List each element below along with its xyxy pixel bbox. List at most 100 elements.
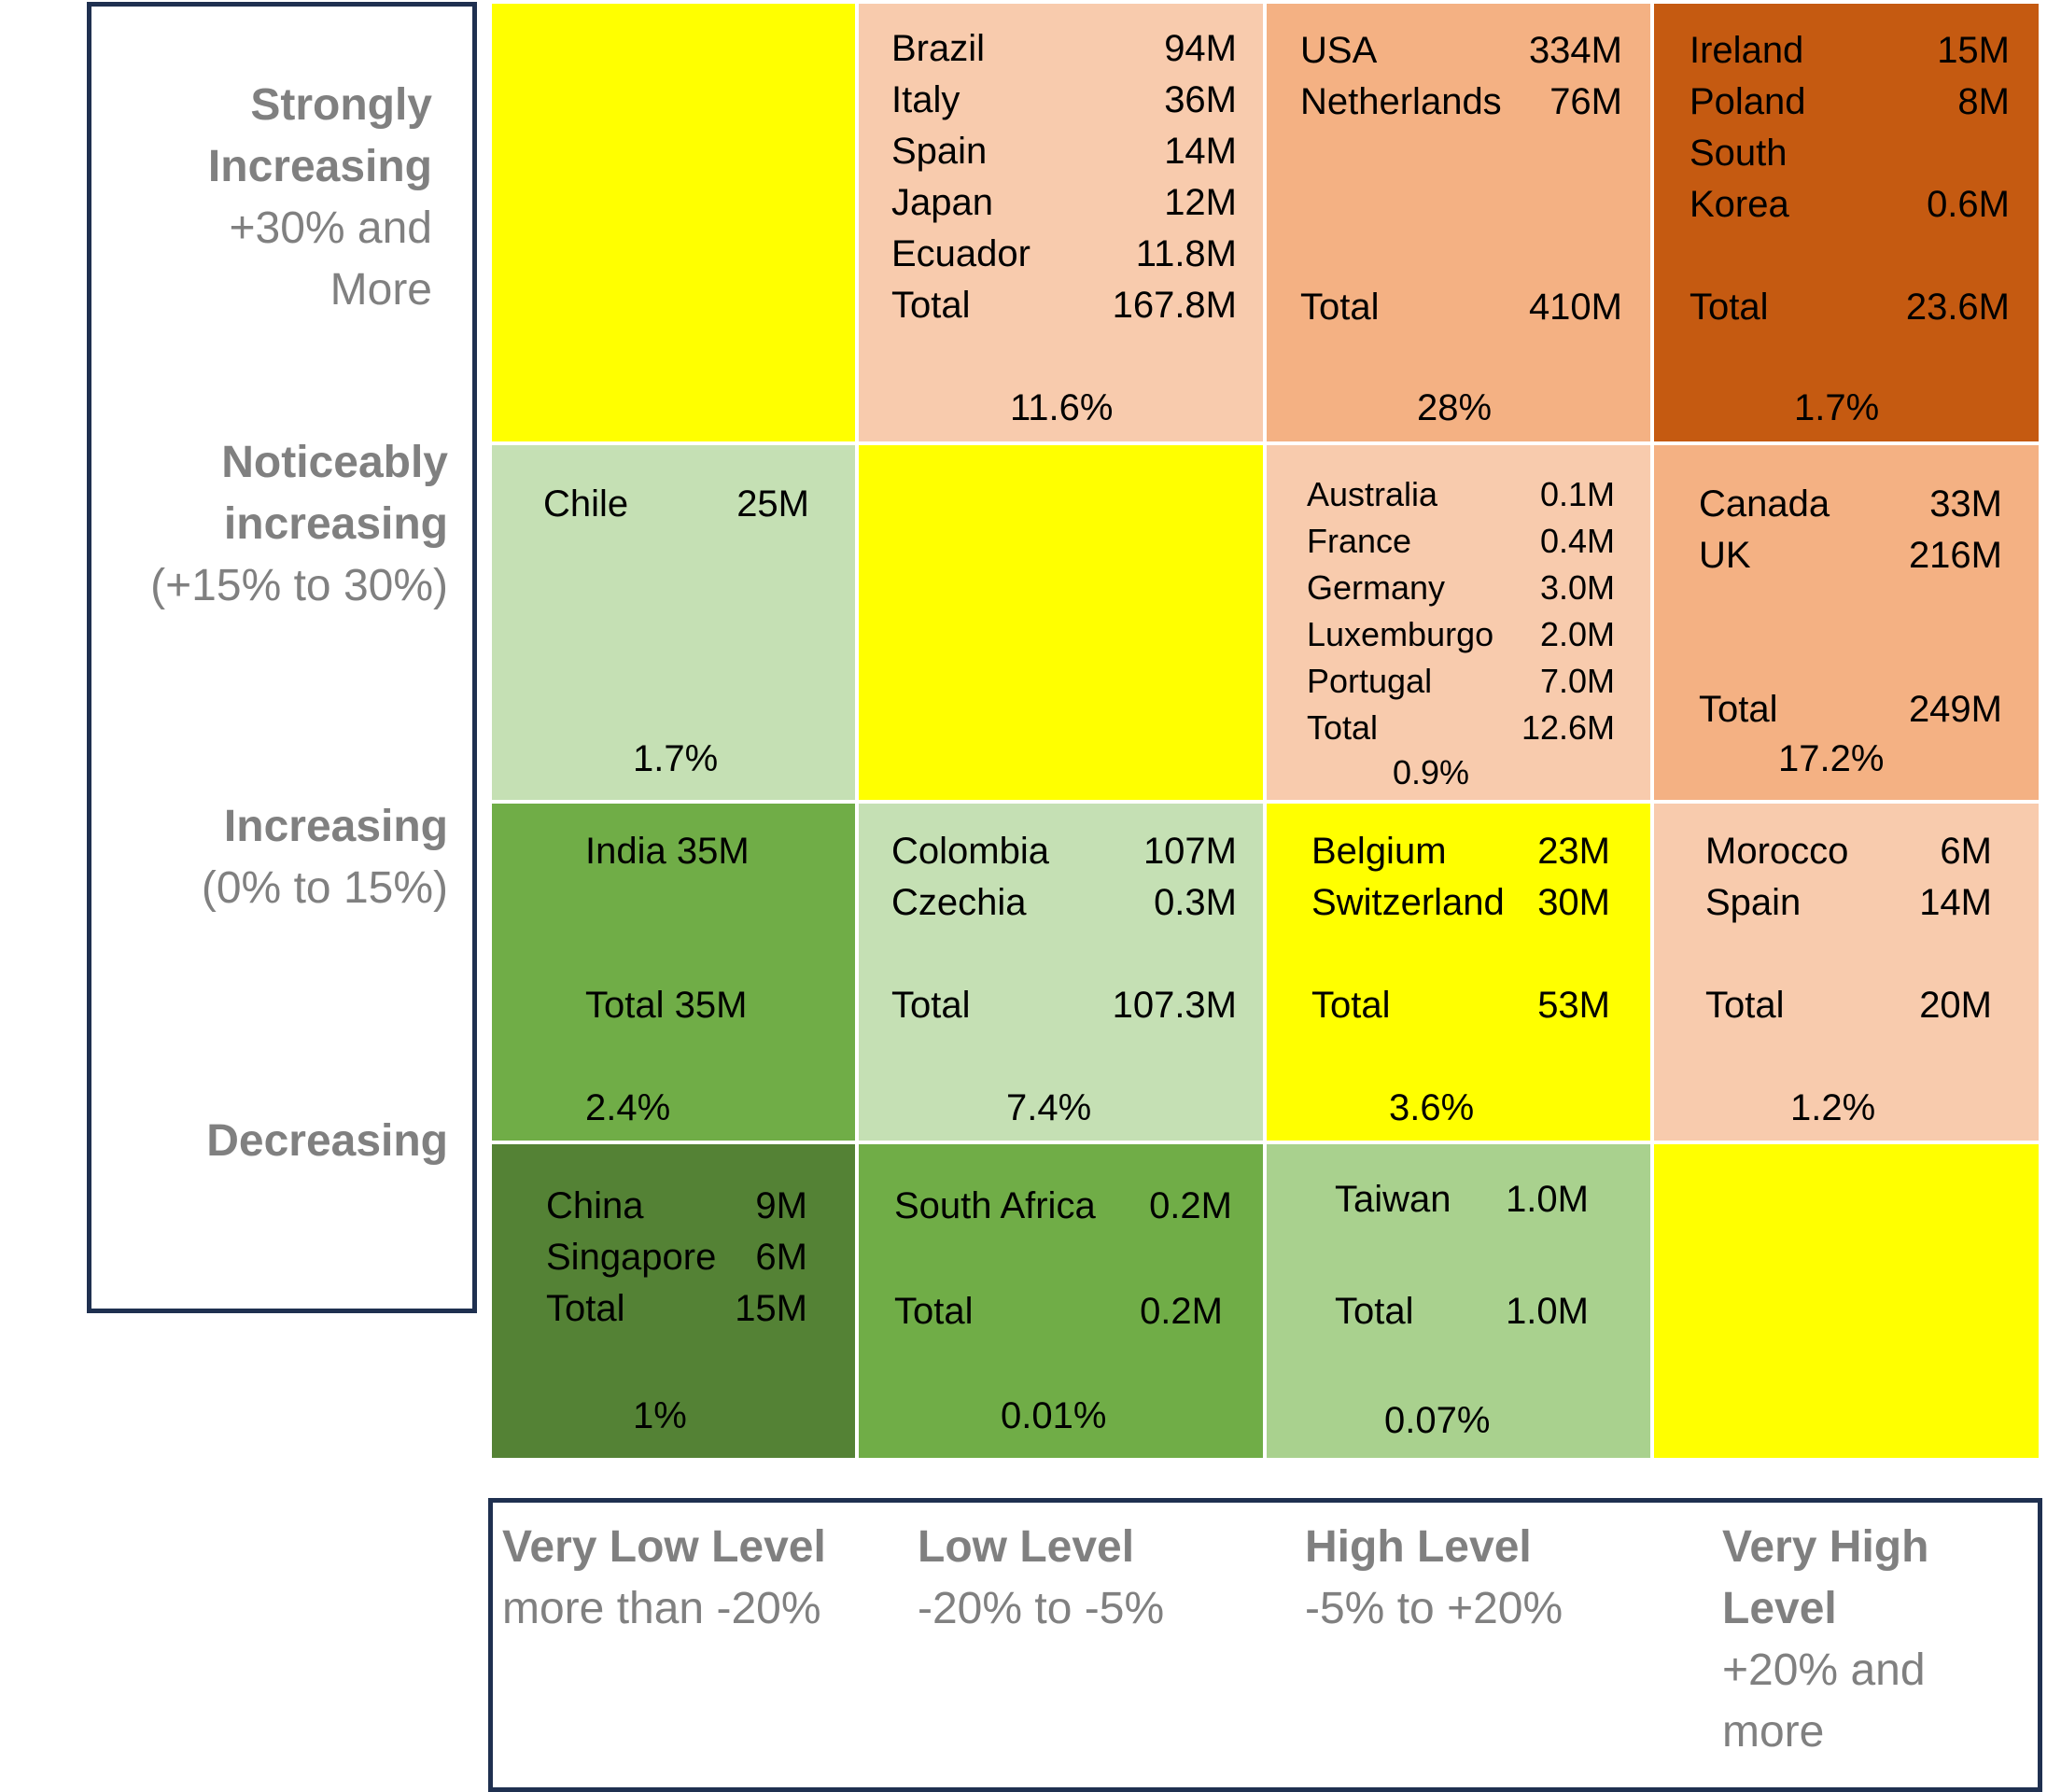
- row-label-strongly-increasing: Strongly Increasing +30% and More: [152, 75, 432, 321]
- total-label: Total: [1311, 985, 1391, 1026]
- row-label-noticeably-increasing: Noticeably increasing (+15% to 30%): [75, 432, 448, 617]
- country-list: Morocco 6M Spain 14M: [1705, 826, 1992, 929]
- country-entry: Spain 14M: [891, 126, 1237, 177]
- total-label: Total: [1689, 287, 1769, 328]
- country-name: Netherlands: [1300, 81, 1502, 122]
- total-value: 23.6M: [1905, 287, 2010, 328]
- country-entry: Total 12.6M: [1307, 705, 1615, 751]
- country-entry: Korea 0.6M: [1689, 179, 2010, 231]
- cell-percentage: 7.4%: [1006, 1087, 1092, 1128]
- country-list: Taiwan 1.0M: [1335, 1174, 1589, 1225]
- country-name: Ireland: [1689, 30, 1804, 71]
- column-label-subtitle: -20% to -5%: [918, 1584, 1165, 1633]
- matrix-cell-increasing-high: [1267, 804, 1650, 1141]
- total-value: 0.2M: [1140, 1291, 1223, 1332]
- country-entry: Spain 14M: [1705, 877, 1992, 929]
- total-label: Total: [891, 285, 971, 326]
- country-list: China 9M Singapore 6M Total 15M: [546, 1181, 807, 1335]
- country-entry: South Africa 0.2M: [894, 1181, 1232, 1232]
- cell-total: Total 249M: [1699, 684, 2002, 735]
- country-name: South: [1689, 133, 1788, 174]
- country-entry: Ecuador 11.8M: [891, 229, 1237, 280]
- country-name: Japan: [891, 182, 993, 223]
- column-label-title: Very Low Level: [502, 1522, 826, 1572]
- cell-percentage: 2.4%: [585, 1087, 671, 1128]
- matrix-cell-strongly-increasing-very-high: [1654, 4, 2039, 441]
- row-label-title: Strongly Increasing: [207, 80, 432, 191]
- column-label-low: Low Level -20% to -5%: [918, 1517, 1235, 1640]
- matrix-cell-decreasing-very-high: [1654, 1144, 2039, 1458]
- column-label-title: High Level: [1305, 1522, 1532, 1572]
- country-name: USA: [1300, 30, 1378, 71]
- country-entry: Czechia 0.3M: [891, 877, 1237, 929]
- country-name: Chile: [543, 483, 629, 525]
- country-list: Australia 0.1M France 0.4M Germany 3.0M Luxemb…: [1307, 471, 1615, 751]
- country-entry: Luxemburgo 2.0M: [1307, 611, 1615, 658]
- total-value: 167.8M: [1112, 285, 1237, 326]
- row-label-subtitle: (0% to 15%): [201, 863, 448, 913]
- cell-total: Total 23.6M: [1689, 282, 2010, 333]
- country-name: Portugal: [1307, 662, 1433, 700]
- country-value: 107M: [1143, 831, 1237, 872]
- country-value: 0.3M: [1154, 882, 1237, 923]
- country-value: 36M: [1164, 79, 1237, 120]
- country-list: Canada 33M UK 216M: [1699, 479, 2002, 581]
- country-list: USA 334M Netherlands 76M: [1300, 25, 1622, 128]
- row-label-decreasing: Decreasing: [75, 1111, 448, 1172]
- country-value: 33M: [1929, 483, 2002, 525]
- country-name: Taiwan: [1335, 1179, 1451, 1220]
- cell-percentage: 1.2%: [1790, 1087, 1876, 1128]
- cell-percentage: 28%: [1417, 387, 1493, 428]
- country-entry: Netherlands 76M: [1300, 77, 1622, 128]
- column-label-high: High Level -5% to +20%: [1305, 1517, 1622, 1640]
- country-entry: Chile 25M: [543, 479, 809, 530]
- cell-total: Total 107.3M: [891, 980, 1237, 1031]
- country-entry: Colombia 107M: [891, 826, 1237, 877]
- cell-total: Total 1.0M: [1335, 1286, 1589, 1337]
- row-legend-box: [87, 2, 477, 1313]
- country-value: 3.0M: [1539, 568, 1615, 607]
- cell-percentage: 17.2%: [1778, 738, 1885, 779]
- cell-percentage: 3.6%: [1389, 1087, 1475, 1128]
- country-value: 11.8M: [1135, 233, 1237, 274]
- country-name: Total: [1307, 708, 1379, 747]
- column-label-title: Very High Level: [1722, 1522, 1929, 1633]
- matrix-cell-noticeably-increasing-high: [1267, 445, 1650, 800]
- cell-percentage: 0.01%: [1001, 1395, 1107, 1436]
- country-name: UK: [1699, 535, 1751, 576]
- total-label: Total: [1300, 287, 1380, 328]
- cell-percentage: 1.7%: [1794, 387, 1880, 428]
- country-value: 1.0M: [1506, 1179, 1589, 1220]
- column-label-subtitle: more than -20%: [502, 1584, 821, 1633]
- country-value: 76M: [1549, 81, 1622, 122]
- row-label-title: Noticeably increasing: [221, 438, 448, 549]
- cell-total: Total 167.8M: [891, 280, 1237, 331]
- country-value: 15M: [735, 1288, 807, 1329]
- country-value: 0.4M: [1539, 522, 1615, 560]
- country-entry: Ireland 15M: [1689, 25, 2010, 77]
- country-name: Morocco: [1705, 831, 1849, 872]
- country-value: 6M: [755, 1237, 807, 1278]
- country-entry: Switzerland 30M: [1311, 877, 1610, 929]
- country-entry: Germany 3.0M: [1307, 565, 1615, 611]
- country-value: 94M: [1164, 28, 1237, 69]
- total-label: Total: [1699, 689, 1778, 730]
- matrix-cell-increasing-very-low: [492, 804, 855, 1141]
- country-list: Ireland 15M Poland 8M South Korea 0.6M: [1689, 25, 2010, 231]
- country-entry: Italy 36M: [891, 75, 1237, 126]
- country-value: 25M: [736, 483, 809, 525]
- total-value: 249M: [1908, 689, 2002, 730]
- cell-total: Total 410M: [1300, 282, 1622, 333]
- country-value: 14M: [1919, 882, 1992, 923]
- country-value: 8M: [1957, 81, 2010, 122]
- country-name: Germany: [1307, 568, 1446, 607]
- country-name: Korea: [1689, 184, 1789, 225]
- country-name: Spain: [1705, 882, 1802, 923]
- country-name: Singapore: [546, 1237, 717, 1278]
- total-label: Total 35M: [585, 985, 748, 1026]
- total-value: 410M: [1528, 287, 1622, 328]
- country-name: Canada: [1699, 483, 1830, 525]
- cell-percentage: 0.07%: [1384, 1400, 1491, 1441]
- country-name: France: [1307, 522, 1412, 560]
- cell-percentage: 1%: [633, 1395, 687, 1436]
